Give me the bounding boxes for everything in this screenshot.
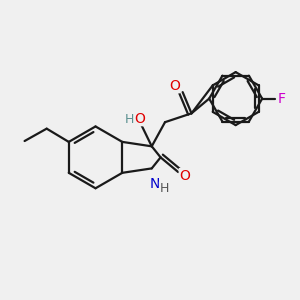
Text: H: H <box>124 113 134 126</box>
Text: H: H <box>159 182 169 195</box>
Text: O: O <box>179 169 190 183</box>
Text: F: F <box>278 92 286 106</box>
Text: O: O <box>134 112 146 126</box>
Text: N: N <box>149 177 160 191</box>
Text: O: O <box>169 79 180 93</box>
